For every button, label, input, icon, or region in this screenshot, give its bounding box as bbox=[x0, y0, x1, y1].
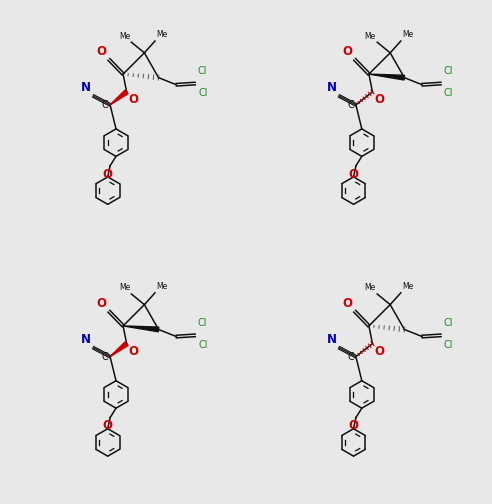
Polygon shape bbox=[369, 74, 404, 80]
Text: Cl: Cl bbox=[443, 66, 453, 76]
Text: Cl: Cl bbox=[198, 66, 207, 76]
Text: O: O bbox=[128, 93, 139, 106]
Text: Me: Me bbox=[402, 282, 413, 291]
Text: O: O bbox=[374, 93, 384, 106]
Text: Cl: Cl bbox=[443, 318, 453, 328]
Polygon shape bbox=[123, 326, 159, 332]
Text: O: O bbox=[342, 297, 352, 310]
Text: O: O bbox=[348, 168, 359, 181]
Text: Cl: Cl bbox=[444, 340, 453, 350]
Text: N: N bbox=[81, 82, 91, 94]
Text: Me: Me bbox=[156, 282, 167, 291]
Text: C: C bbox=[102, 100, 109, 110]
Text: N: N bbox=[81, 333, 91, 346]
Text: N: N bbox=[327, 82, 337, 94]
Text: C: C bbox=[348, 100, 354, 110]
Text: Cl: Cl bbox=[198, 318, 207, 328]
Text: Cl: Cl bbox=[444, 88, 453, 98]
Text: N: N bbox=[327, 333, 337, 346]
Text: O: O bbox=[96, 45, 107, 58]
Text: Me: Me bbox=[119, 283, 130, 292]
Text: Me: Me bbox=[156, 30, 167, 39]
Text: O: O bbox=[374, 345, 384, 358]
Text: O: O bbox=[103, 419, 113, 432]
Text: Me: Me bbox=[119, 32, 130, 40]
Polygon shape bbox=[110, 90, 128, 105]
Text: O: O bbox=[348, 419, 359, 432]
Text: Cl: Cl bbox=[198, 88, 208, 98]
Text: O: O bbox=[128, 345, 139, 358]
Text: Me: Me bbox=[402, 30, 413, 39]
Polygon shape bbox=[110, 342, 128, 357]
Text: O: O bbox=[96, 297, 107, 310]
Text: O: O bbox=[103, 168, 113, 181]
Text: Me: Me bbox=[365, 283, 376, 292]
Text: C: C bbox=[102, 352, 109, 362]
Text: O: O bbox=[342, 45, 352, 58]
Text: Me: Me bbox=[365, 32, 376, 40]
Text: C: C bbox=[348, 352, 354, 362]
Text: Cl: Cl bbox=[198, 340, 208, 350]
